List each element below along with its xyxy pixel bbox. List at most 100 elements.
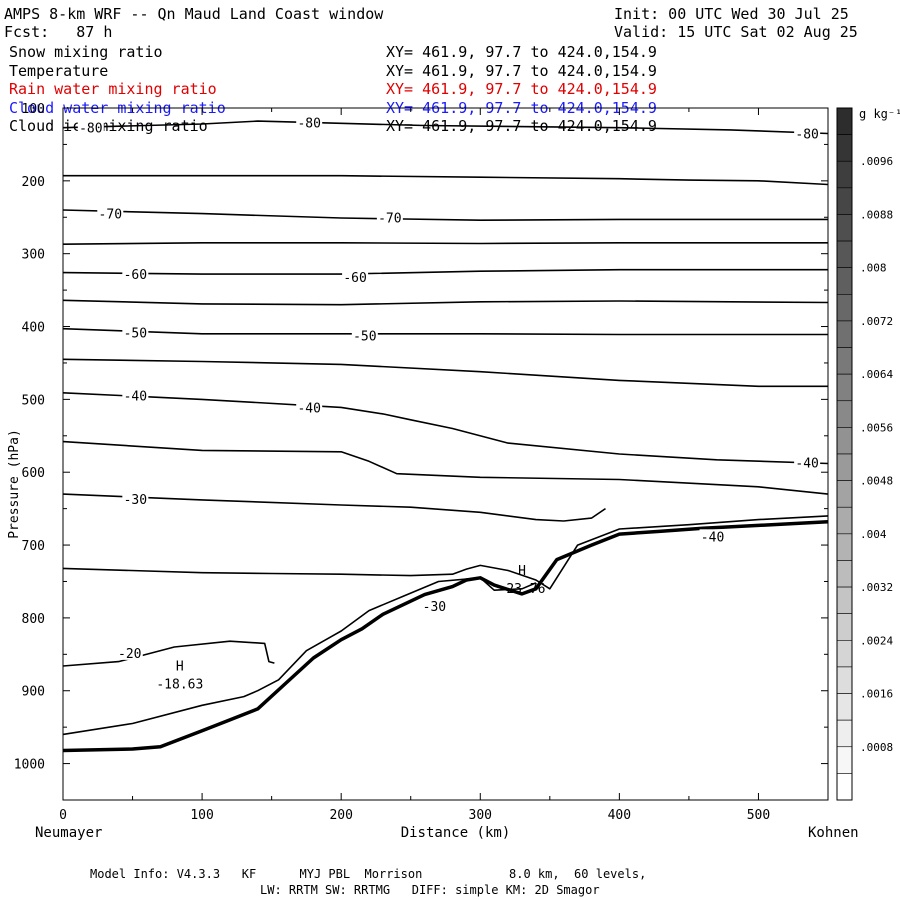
- contour-label-bg: [351, 328, 378, 343]
- contour-label: -80: [79, 122, 102, 137]
- contour-label: -60: [124, 268, 147, 283]
- y-tick-label: 1000: [14, 758, 45, 773]
- init-time: Init: 00 UTC Wed 30 Jul 25: [614, 5, 849, 23]
- contour-label: -80: [297, 117, 320, 132]
- contour-label: -70: [99, 208, 122, 223]
- y-tick-label: 400: [22, 321, 45, 336]
- model-info: Model Info: V4.3.3 KF MYJ PBL Morrison 8…: [90, 867, 647, 881]
- colorbar-frame: [836, 107, 853, 801]
- contour-label-bg: [122, 267, 149, 282]
- isotherm-line: [62, 515, 829, 590]
- colorbar-unit: g kg⁻¹: [859, 107, 900, 121]
- contour-label-bg: [296, 115, 323, 130]
- contour-label: -30: [124, 493, 147, 508]
- contour-label-bg: [421, 599, 448, 614]
- isotherm-line: [62, 299, 829, 306]
- colorbar-tick-label: .0008: [860, 741, 893, 754]
- contour-label: -80: [795, 127, 818, 142]
- field-xy-range: XY= 461.9, 97.7 to 424.0,154.9: [386, 61, 657, 80]
- colorbar-tick-label: .008: [860, 262, 887, 275]
- colorbar-cell: [836, 320, 853, 348]
- colorbar-cell: [836, 533, 853, 561]
- field-name: Snow mixing ratio: [9, 43, 163, 61]
- valid-time: Valid: 15 UTC Sat 02 Aug 25: [614, 23, 858, 41]
- isotherm-line: [62, 640, 275, 667]
- colorbar-tick-label: .0072: [860, 315, 893, 328]
- colorbar-cell: [836, 107, 853, 135]
- contour-label-bg: [122, 325, 149, 340]
- colorbar-cell: [836, 640, 853, 668]
- colorbar-tick-label: .0024: [860, 634, 893, 647]
- colorbar-cell: [836, 294, 853, 322]
- x-tick-label: 500: [747, 808, 770, 823]
- contour-label-bg: [97, 206, 124, 221]
- y-tick-label: 800: [22, 612, 45, 627]
- high-marker: H: [518, 564, 526, 579]
- colorbar-cell: [836, 160, 853, 189]
- colorbar-cell: [836, 666, 853, 694]
- y-tick-label: 100: [22, 102, 45, 117]
- plot-frame: [62, 107, 829, 801]
- x-axis-label: Distance (km): [401, 825, 511, 841]
- isotherm-line: [63, 174, 829, 186]
- contour-label: -40: [701, 530, 724, 545]
- y-tick-label: 200: [22, 175, 45, 190]
- y-tick-label: 600: [22, 466, 45, 481]
- colorbar-cell: [836, 427, 853, 455]
- isotherm-line: [62, 493, 606, 522]
- y-tick-label: 900: [22, 685, 45, 700]
- colorbar-cell: [836, 267, 853, 295]
- y-tick-label: 700: [22, 539, 45, 554]
- extremum-value: -18.63: [156, 677, 203, 692]
- contour-label-bg: [376, 210, 403, 225]
- colorbar-cell: [836, 613, 853, 641]
- isotherm-line: [62, 268, 828, 275]
- colorbar-tick-label: .0032: [860, 581, 893, 594]
- colorbar-cell: [836, 453, 853, 481]
- contour-label-bg: [77, 120, 104, 135]
- field-name: Temperature: [9, 61, 109, 80]
- contour-label-bg: [116, 645, 143, 660]
- contour-label: -50: [353, 329, 376, 344]
- contour-label: -60: [343, 271, 366, 286]
- isotherm-line: [62, 358, 828, 388]
- isotherm-line: [62, 327, 828, 336]
- contour-label: -40: [124, 390, 147, 405]
- y-axis-label: Pressure (hPa): [7, 429, 22, 539]
- contour-label-bg: [794, 455, 821, 470]
- field-xy-range: XY= 461.9, 97.7 to 424.0,154.9: [386, 117, 657, 135]
- contour-label-bg: [296, 400, 323, 415]
- x-tick-label: 200: [329, 808, 352, 823]
- contour-label: -50: [124, 326, 147, 341]
- isotherm-line: [62, 392, 829, 465]
- colorbar-cell: [836, 586, 853, 614]
- isotherm-line: [62, 120, 829, 135]
- y-tick-label: 300: [22, 248, 45, 263]
- contour-label-bg: [122, 492, 149, 507]
- contour-label: -70: [378, 211, 401, 226]
- colorbar-tick-label: .0048: [860, 475, 893, 488]
- extremum-value: -23.76: [499, 582, 546, 597]
- contour-label: -40: [297, 401, 320, 416]
- colorbar-cell: [836, 187, 853, 215]
- physics-info: LW: RRTM SW: RRTMG DIFF: simple KM: 2D S…: [260, 883, 600, 897]
- colorbar-cell: [836, 347, 853, 375]
- terrain-surface-line: [62, 519, 829, 753]
- colorbar-cell: [836, 400, 853, 428]
- colorbar-cell: [836, 746, 853, 774]
- colorbar-cell: [836, 373, 853, 402]
- isotherm-line: [62, 242, 828, 245]
- colorbar-cell: [836, 506, 853, 535]
- colorbar-cell: [836, 134, 853, 162]
- colorbar-tick-label: .0096: [860, 155, 893, 168]
- contour-label-bg: [122, 388, 149, 403]
- isotherm-line: [62, 209, 828, 221]
- x-tick-label: 400: [608, 808, 631, 823]
- colorbar-cell: [836, 560, 853, 588]
- contour-label-bg: [699, 529, 726, 544]
- x-tick-label: 0: [59, 808, 67, 823]
- colorbar-cell: [836, 693, 853, 721]
- colorbar-tick-label: .0016: [860, 688, 893, 701]
- contour-label: -40: [795, 457, 818, 472]
